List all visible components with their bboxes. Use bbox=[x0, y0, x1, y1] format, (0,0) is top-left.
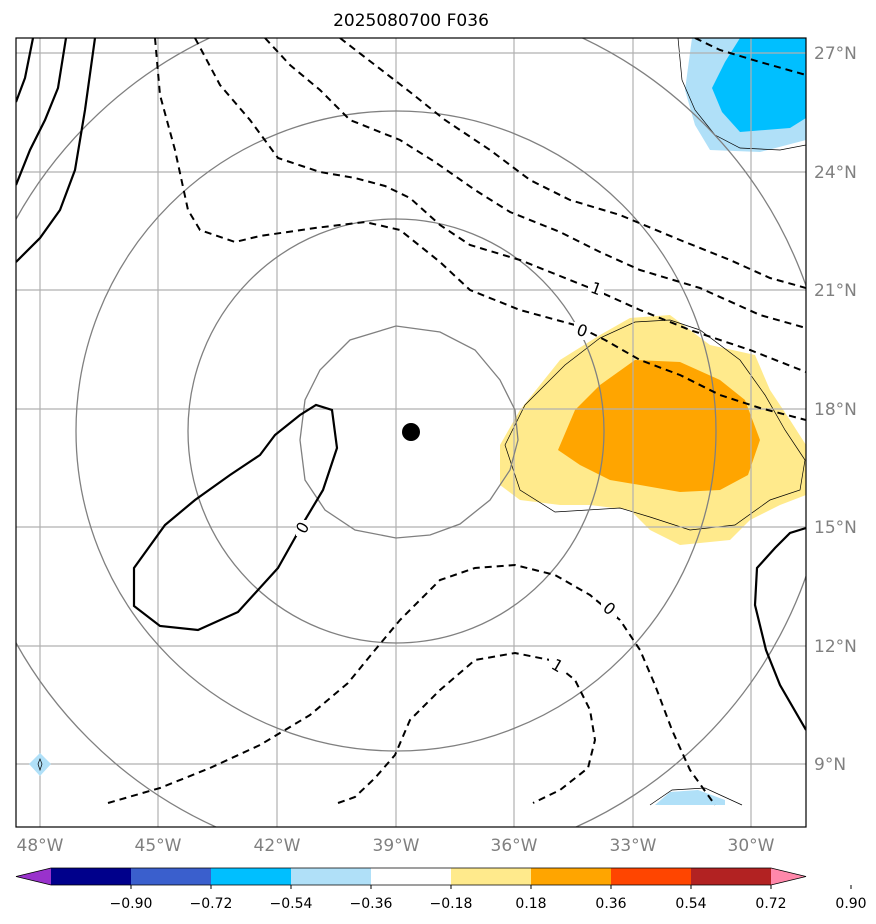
map-panel: 1 0 0 0 1 bbox=[15, 37, 807, 828]
colorbar-tick-label: 0.90 bbox=[835, 896, 866, 912]
colorbar-extend-low bbox=[16, 868, 51, 885]
colorbar-segments bbox=[15, 867, 807, 886]
lat-tick-label: 27°N bbox=[814, 44, 857, 64]
colorbar-tick-label: 0.18 bbox=[515, 896, 546, 912]
dashed-contours bbox=[107, 38, 806, 806]
solid-contour-center bbox=[132, 403, 339, 632]
colorbar-tick-label: −0.90 bbox=[110, 896, 153, 912]
solid-contours bbox=[16, 38, 806, 731]
colorbar-tick-label: 0.72 bbox=[755, 896, 786, 912]
dashed-contour-e bbox=[694, 38, 806, 76]
solid-contour-east bbox=[753, 526, 806, 731]
colorbar-segment bbox=[451, 868, 532, 885]
colorbar-tick-label: −0.36 bbox=[350, 896, 393, 912]
dashed-contour-d bbox=[339, 38, 806, 289]
shade-light-blue-se bbox=[655, 790, 725, 805]
solid-contour-west-2 bbox=[16, 38, 68, 186]
dashed-contour-b bbox=[194, 38, 806, 373]
lon-tick-label: 48°W bbox=[17, 836, 64, 856]
colorbar-tick-label: −0.54 bbox=[270, 896, 313, 912]
colorbar-segment bbox=[371, 868, 452, 885]
range-ring-3 bbox=[75, 110, 717, 752]
lat-tick-label: 12°N bbox=[814, 637, 857, 657]
colorbar-tick-label: 0.36 bbox=[595, 896, 626, 912]
lat-tick-label: 18°N bbox=[814, 400, 857, 420]
map-frame bbox=[15, 37, 807, 828]
dashed-contour-g bbox=[337, 651, 597, 804]
contour-labels: 1 0 0 0 1 bbox=[292, 278, 620, 676]
dashed-contour-f bbox=[107, 563, 716, 806]
lat-tick-labels: 27°N 24°N 21°N 18°N 15°N 12°N 9°N bbox=[814, 44, 857, 775]
solid-contour-west-1 bbox=[16, 38, 35, 103]
lon-tick-label: 42°W bbox=[254, 836, 301, 856]
shade-blue-ne bbox=[712, 38, 806, 132]
colorbar-segment bbox=[51, 868, 132, 885]
lat-tick-label: 24°N bbox=[814, 163, 857, 183]
colorbar-tick-label: 0.54 bbox=[675, 896, 706, 912]
storm-center-marker bbox=[402, 423, 420, 441]
colorbar-segment bbox=[211, 868, 292, 885]
colorbar-extend-high bbox=[771, 868, 806, 885]
colorbar-segment bbox=[691, 868, 772, 885]
lon-tick-label: 36°W bbox=[491, 836, 538, 856]
shade-outline-positive bbox=[504, 319, 806, 531]
lon-tick-label: 30°W bbox=[728, 836, 775, 856]
colorbar-segment bbox=[131, 868, 212, 885]
colorbar-tick-label: −0.72 bbox=[190, 896, 233, 912]
range-ring-2 bbox=[187, 218, 605, 644]
colorbar-outline bbox=[15, 867, 807, 886]
colorbar-labels: −0.90 −0.72 −0.54 −0.36 −0.18 0.18 0.36 0.54 0.7… bbox=[110, 885, 867, 912]
colorbar-segment bbox=[611, 868, 692, 885]
lon-tick-label: 39°W bbox=[373, 836, 420, 856]
lon-tick-label: 45°W bbox=[135, 836, 182, 856]
lon-tick-label: 33°W bbox=[610, 836, 657, 856]
dashed-contour-c bbox=[264, 38, 806, 329]
shaded-positive-field bbox=[500, 315, 806, 545]
lat-tick-label: 9°N bbox=[814, 755, 846, 775]
range-ring-1 bbox=[299, 325, 519, 539]
plot-title: 2025080700 F036 bbox=[333, 11, 489, 31]
shade-outline-se bbox=[649, 787, 743, 806]
range-rings bbox=[16, 38, 806, 827]
colorbar-segment bbox=[531, 868, 612, 885]
solid-contour-west-3 bbox=[16, 38, 97, 263]
lat-tick-label: 15°N bbox=[814, 518, 857, 538]
small-feature-sw bbox=[29, 753, 51, 776]
colorbar: −0.90 −0.72 −0.54 −0.36 −0.18 0.18 0.36 0.54 0.7… bbox=[15, 867, 867, 912]
lon-tick-labels: 48°W 45°W 42°W 39°W 36°W 33°W 30°W bbox=[17, 836, 775, 856]
shade-orange bbox=[558, 360, 760, 492]
lat-tick-label: 21°N bbox=[814, 281, 857, 301]
colorbar-segment bbox=[291, 868, 372, 885]
colorbar-tick-label: −0.18 bbox=[430, 896, 473, 912]
